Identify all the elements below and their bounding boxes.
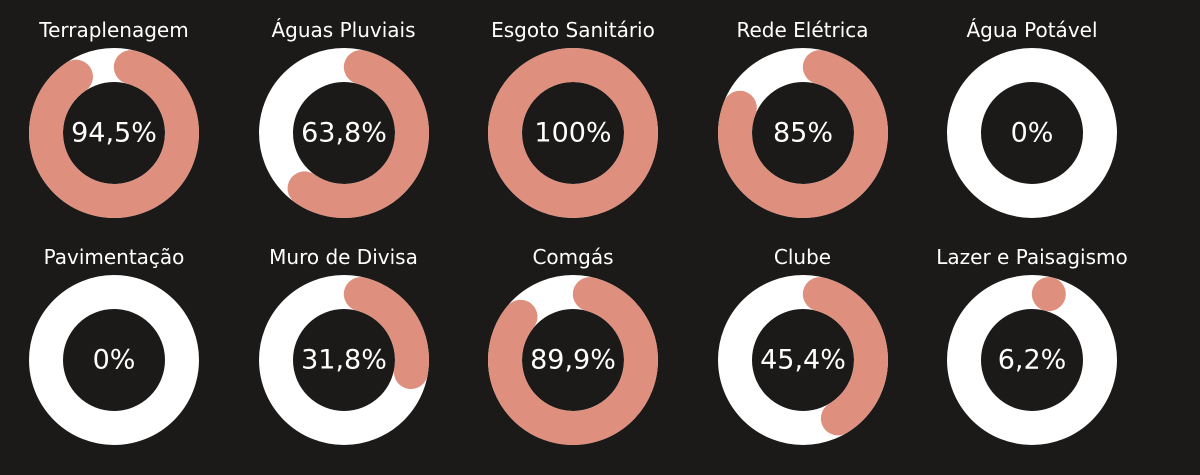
donut-value-label: 0% xyxy=(1011,118,1054,149)
donut-chart: 0% xyxy=(29,275,199,445)
donut-value-label: 85% xyxy=(772,118,832,149)
donut-chart: 63,8% xyxy=(258,48,429,218)
donut-chart: 94,5% xyxy=(29,48,199,218)
donut-chart: 100% xyxy=(488,48,658,218)
donut-chart: 89,9% xyxy=(488,275,658,445)
donut-title: Águas Pluviais xyxy=(271,18,416,42)
donut-value-label: 89,9% xyxy=(530,345,616,376)
donut-track xyxy=(29,275,199,445)
donut-cell: Comgás 89,9% xyxy=(459,227,687,454)
donut-value-label: 63,8% xyxy=(301,118,387,149)
donut-track xyxy=(947,48,1117,218)
donut-progress-arc xyxy=(258,48,429,218)
donut-progress-arc xyxy=(717,48,888,218)
donut-cell: Terraplenagem 94,5% xyxy=(0,0,228,227)
donut-chart: 0% xyxy=(947,48,1117,218)
donut-title: Terraplenagem xyxy=(39,18,189,42)
donut-title: Pavimentação xyxy=(43,245,185,269)
donut-value-label: 45,4% xyxy=(760,345,846,376)
donut-progress-arc xyxy=(488,48,658,218)
donut-cell: Rede Elétrica 85% xyxy=(689,0,917,227)
donut-title: Esgoto Sanitário xyxy=(491,18,655,42)
donut-title: Lazer e Paisagismo xyxy=(936,245,1128,269)
donut-value-label: 94,5% xyxy=(71,118,157,149)
donut-progress-arc xyxy=(947,275,1117,445)
donut-title: Rede Elétrica xyxy=(736,18,869,42)
donut-cell: Água Potável 0% xyxy=(918,0,1146,227)
donut-cell: Muro de Divisa 31,8% xyxy=(230,227,458,454)
donut-cell: Clube 45,4% xyxy=(689,227,917,454)
donut-value-label: 31,8% xyxy=(301,345,387,376)
donut-chart: 45,4% xyxy=(717,275,888,445)
donut-title: Água Potável xyxy=(966,18,1098,42)
donut-value-label: 0% xyxy=(93,345,136,376)
donut-cell: Águas Pluviais 63,8% xyxy=(230,0,458,227)
donut-chart: 31,8% xyxy=(258,275,429,445)
donut-progress-arc xyxy=(717,275,888,445)
donut-title: Muro de Divisa xyxy=(269,245,418,269)
donut-cell: Esgoto Sanitário 100% xyxy=(459,0,687,227)
donut-title: Clube xyxy=(773,245,832,269)
donut-chart: 6,2% xyxy=(947,275,1117,445)
donut-progress-arc xyxy=(258,275,429,445)
donut-chart: 85% xyxy=(717,48,888,218)
donut-value-label: 6,2% xyxy=(998,345,1067,376)
donut-progress-arc xyxy=(29,48,199,218)
donut-title: Comgás xyxy=(532,245,614,269)
donut-cell: Lazer e Paisagismo 6,2% xyxy=(918,227,1146,454)
donut-value-label: 100% xyxy=(534,118,611,149)
donut-progress-arc xyxy=(488,275,658,445)
donut-cell: Pavimentação 0% xyxy=(0,227,228,454)
